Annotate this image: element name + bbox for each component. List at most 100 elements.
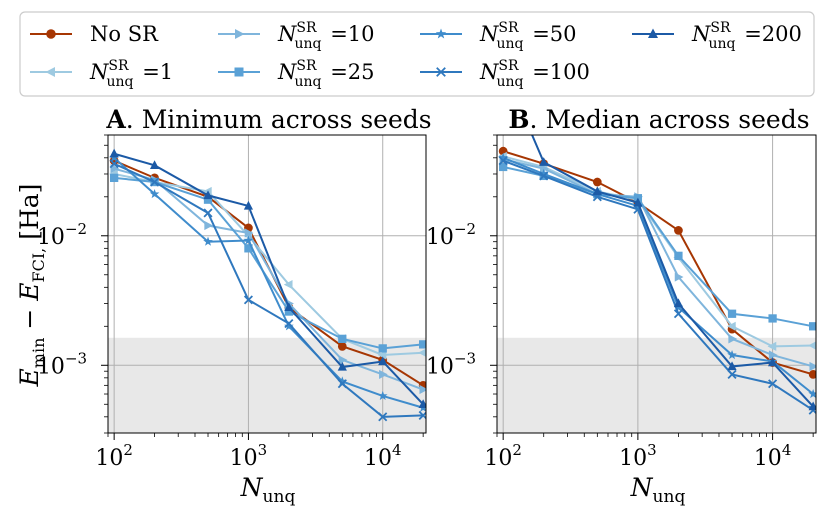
series-3 [110,173,426,353]
data-point [809,322,816,331]
minor-ticks [104,134,424,437]
data-point [539,157,549,166]
data-point [244,228,254,238]
shaded-region [497,337,816,433]
legend-marker [648,28,658,38]
series-line [114,176,424,350]
data-point [377,350,387,360]
data-point [768,314,777,323]
data-point [109,159,119,169]
legend-label: NSR unq =1 [89,58,173,90]
legend: No SR NSR unq =1 NSR unq =10 NSR unq =25 NSR unq… [19,11,815,97]
data-point [539,171,549,181]
data-point [338,334,347,343]
data-point [337,341,347,351]
series-line [113,162,424,418]
data-point [418,399,426,408]
data-point [378,344,387,353]
series-3 [499,162,816,331]
x-tick-label: 103 [619,441,657,471]
data-point [203,208,213,218]
data-point [378,412,388,422]
data-point [337,379,347,389]
series-line [113,152,424,405]
panel-a-title: A. Minimum across seeds [105,105,431,134]
x-tick-label: 104 [754,441,792,471]
data-point [338,355,348,365]
panel-a-minimum: 102 103 104 10−2 10−3 [37,134,427,471]
data-point [809,361,816,372]
y-tick-label: 10−2 [37,220,87,250]
data-point [337,376,348,386]
data-point [284,319,294,329]
y-tick-label: 10−3 [426,349,476,379]
series-line [502,158,814,368]
data-point [727,361,737,371]
data-point [284,302,294,312]
data-point [728,334,738,344]
data-point [203,190,213,200]
data-point [673,309,683,319]
legend-item: NSR unq =50 [420,20,577,52]
legend-marker [234,67,244,77]
legend-item: No SR [30,22,159,46]
legend-item: NSR unq =10 [218,20,375,52]
data-point [379,369,388,380]
data-point [204,220,214,231]
legend-item: NSR unq =200 [632,20,802,52]
legend-label: NSR unq =25 [277,58,375,90]
series-6 [531,135,816,411]
panel-a-letter: A [105,105,126,134]
data-point [498,156,508,166]
data-point [377,390,388,401]
series-line [113,157,424,409]
data-point [808,401,816,411]
data-point [808,370,816,379]
panel-b-median: 102 103 104 10−2 10−3 [426,134,817,471]
legend-label: NSR unq =10 [277,20,375,52]
data-point [337,361,347,371]
data-point [727,369,737,379]
y-tick-label: 10−3 [37,349,87,379]
data-point [378,356,388,366]
data-point [768,350,778,360]
data-point [538,168,549,179]
data-point [674,251,683,260]
data-point [149,160,160,169]
legend-item: NSR unq =25 [218,58,375,90]
data-point [419,340,426,349]
legend-item: NSR unq =100 [420,58,590,90]
data-point [419,384,426,395]
data-point [674,226,683,235]
shaded-region [108,337,426,433]
data-point [243,295,253,305]
series-6 [109,148,426,408]
data-point [499,162,508,172]
legend-marker [46,29,56,39]
data-point [150,177,160,187]
x-axis-label-a: Nunq [240,473,296,507]
data-point [633,197,643,207]
x-tick-label: 103 [230,441,268,471]
panel-b-title-text: Median across seeds [545,105,809,134]
data-point [203,195,213,204]
data-point [498,152,508,162]
legend-marker [45,67,55,77]
data-point [283,279,293,290]
minor-ticks [493,134,814,437]
data-point [673,298,684,308]
data-point [110,173,119,183]
series-line [113,173,424,357]
x-axis-label-b: Nunq [630,473,686,507]
data-point [808,388,816,399]
data-point [727,309,737,318]
data-point [592,186,602,196]
data-point [243,200,254,210]
panel-a-title-text: Minimum across seeds [142,105,432,134]
legend-item: NSR unq =1 [30,58,173,90]
legend-label: NSR unq =200 [691,20,802,52]
x-tick-label: 104 [364,441,402,471]
series-line [502,159,814,412]
data-point [808,341,816,350]
